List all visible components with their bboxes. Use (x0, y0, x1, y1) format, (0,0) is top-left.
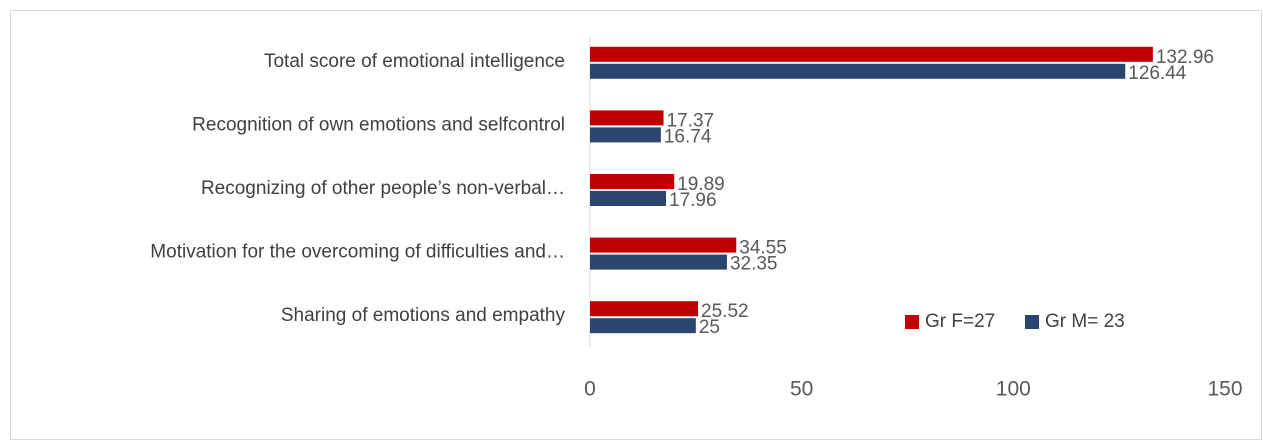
category-label: Recognition of own emotions and selfcont… (192, 114, 565, 135)
bar (590, 110, 664, 126)
bar (590, 127, 661, 143)
category-label: Total score of emotional intelligence (264, 51, 565, 72)
bar (590, 63, 1126, 79)
legend-label: Gr M= 23 (1045, 311, 1125, 332)
bar (590, 174, 675, 189)
value-label: 19.89 (677, 174, 725, 195)
bar (590, 301, 699, 317)
value-label: 126.44 (1128, 63, 1187, 84)
x-tick-label: 150 (1207, 378, 1242, 401)
x-tick-label: 100 (996, 378, 1031, 401)
legend-swatch (905, 315, 919, 329)
bar (590, 46, 1153, 62)
legend-swatch (1025, 315, 1039, 329)
bar (590, 191, 667, 206)
value-label: 25.52 (701, 301, 749, 322)
category-label: Motivation for the overcoming of difficu… (150, 242, 565, 263)
value-label: 25 (699, 317, 720, 338)
legend-label: Gr F=27 (925, 311, 995, 332)
bar (590, 254, 727, 270)
value-label: 132.96 (1156, 47, 1214, 68)
value-label: 17.37 (667, 110, 715, 131)
chart-border (10, 10, 1262, 440)
bar (590, 237, 737, 253)
category-label: Recognizing of other people’s non-verbal… (201, 178, 565, 199)
value-label: 16.74 (664, 126, 712, 147)
x-tick-label: 0 (584, 378, 596, 401)
bar (590, 318, 696, 334)
value-label: 17.96 (669, 190, 717, 211)
category-label: Sharing of emotions and empathy (281, 305, 566, 326)
x-tick-label: 50 (790, 378, 813, 401)
value-label: 34.55 (739, 238, 787, 259)
value-label: 32.35 (730, 254, 778, 275)
